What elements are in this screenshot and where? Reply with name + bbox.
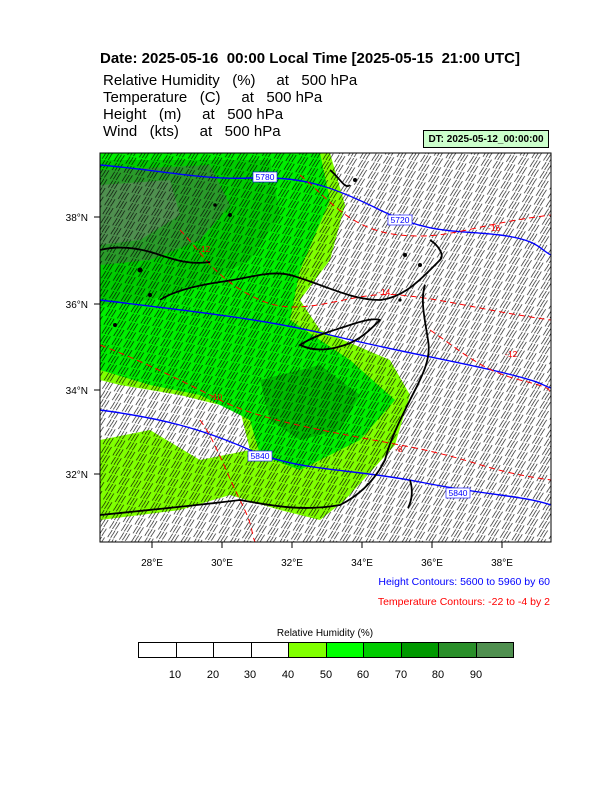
colorbar-label: 50 — [319, 669, 333, 681]
lon-ticks — [151, 542, 503, 548]
map-frame — [99, 152, 552, 543]
lon-tick-label: 28°E — [141, 558, 163, 569]
colorbar-swatch — [364, 643, 402, 657]
field-list: Relative Humidity (%) at 500 hPa Tempera… — [103, 72, 357, 140]
height-contour-legend: Height Contours: 5600 to 5960 by 60 — [378, 576, 550, 588]
lon-tick-label: 30°E — [211, 558, 233, 569]
islands — [113, 178, 422, 327]
temp-label: -10 — [210, 392, 223, 402]
temperature-contours — [100, 174, 551, 542]
height-contour-labels: 5780 5720 5840 5840 — [247, 171, 471, 499]
colorbar-label: 20 — [206, 669, 220, 681]
lon-tick-label: 32°E — [281, 558, 303, 569]
field-rh: Relative Humidity (%) at 500 hPa — [103, 72, 358, 89]
height-label: 5720 — [391, 215, 410, 225]
temp-label: -16 — [488, 223, 501, 233]
humidity-colorbar — [138, 642, 514, 658]
field-wind: Wind (kts) at 500 hPa — [103, 123, 281, 140]
height-label: 5840 — [449, 488, 468, 498]
temperature-contour-labels: -16 -12 -14 -12 -10 -8 — [198, 223, 518, 454]
colorbar-label: 60 — [356, 669, 370, 681]
map-panel: 5780 5720 5840 5840 -16 -12 -14 -12 -10 … — [100, 153, 551, 542]
colorbar-label: 70 — [394, 669, 408, 681]
colorbar-swatch — [439, 643, 477, 657]
colorbar-swatch — [214, 643, 252, 657]
temp-label: -12 — [505, 349, 518, 359]
temperature-contour-legend: Temperature Contours: -22 to -4 by 2 — [377, 596, 550, 608]
colorbar-label: 80 — [431, 669, 445, 681]
height-label: 5780 — [256, 172, 275, 182]
temp-label: -14 — [378, 287, 391, 297]
colorbar-title: Relative Humidity (%) — [276, 628, 374, 639]
temp-label: -8 — [395, 444, 403, 454]
lat-tick-label: 36°N — [66, 300, 88, 311]
colorbar-label: 40 — [281, 669, 295, 681]
colorbar-label: 90 — [469, 669, 483, 681]
colorbar-swatch — [251, 643, 289, 657]
temp-label: -12 — [198, 244, 211, 254]
field-temperature: Temperature (C) at 500 hPa — [103, 89, 323, 106]
coastlines — [100, 169, 443, 516]
colorbar-swatch — [139, 643, 177, 657]
lon-tick-label: 34°E — [351, 558, 373, 569]
field-height: Height (m) at 500 hPa — [103, 106, 284, 123]
wind-barbs — [100, 153, 551, 542]
lat-tick-label: 32°N — [66, 470, 88, 481]
height-label: 5840 — [251, 451, 270, 461]
colorbar-swatch — [476, 643, 513, 657]
colorbar-swatch — [326, 643, 364, 657]
colorbar-swatch — [401, 643, 439, 657]
dt-badge: DT: 2025-05-12_00:00:00 — [423, 130, 549, 148]
chart-title: Date: 2025-05-16 00:00 Local Time [2025-… — [100, 50, 520, 67]
lat-tick-label: 34°N — [66, 386, 88, 397]
colorbar-label: 30 — [243, 669, 257, 681]
colorbar-swatch — [176, 643, 214, 657]
lat-ticks — [94, 216, 100, 475]
height-contours — [100, 164, 551, 506]
colorbar-swatch — [289, 643, 327, 657]
colorbar-label: 10 — [168, 669, 182, 681]
lon-tick-label: 36°E — [421, 558, 443, 569]
lat-tick-label: 38°N — [66, 213, 88, 224]
lon-tick-label: 38°E — [491, 558, 513, 569]
